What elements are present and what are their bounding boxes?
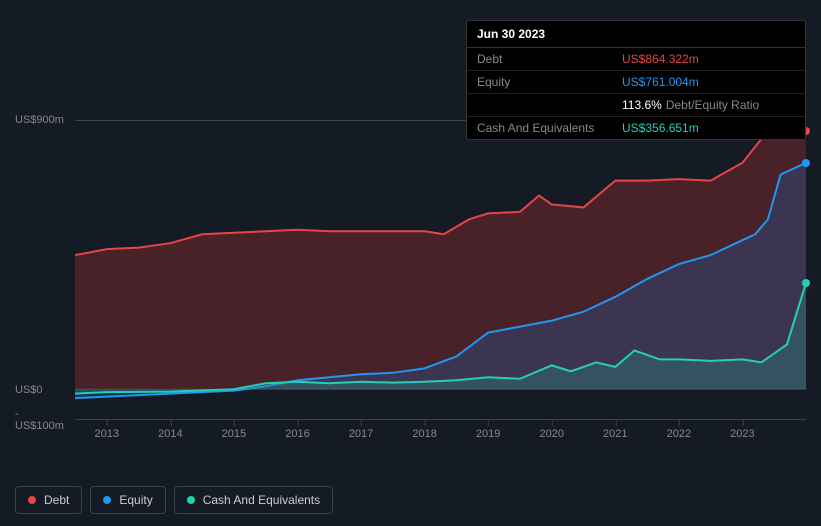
x-axis-tick: 2018 <box>412 428 436 440</box>
legend-item-equity[interactable]: Equity <box>90 486 165 514</box>
cash-end-marker <box>802 279 810 287</box>
x-axis-tick: 2015 <box>222 428 246 440</box>
x-axis-tick: 2017 <box>349 428 373 440</box>
y-axis-tick: US$900m <box>15 114 64 126</box>
x-axis-tick: 2022 <box>667 428 691 440</box>
x-axis-tick: 2019 <box>476 428 500 440</box>
cash-legend-dot <box>187 496 195 504</box>
x-axis-tick: 2021 <box>603 428 627 440</box>
tooltip-row-value: US$356.651m <box>622 121 699 135</box>
legend-label: Debt <box>44 493 69 507</box>
x-axis-tick: 2023 <box>730 428 754 440</box>
tooltip-row-value: US$761.004m <box>622 75 699 89</box>
x-axis-tick: 2014 <box>158 428 182 440</box>
tooltip-row-label: Equity <box>477 75 622 89</box>
tooltip-row: DebtUS$864.322m <box>467 48 805 71</box>
x-axis-labels: 2013 2014 2015 2016 2017 2018 2019 2020 2021 2022… <box>75 428 806 448</box>
chart-area: US$900mUS$0-US$100m <box>15 120 806 420</box>
tooltip-row-label <box>477 98 622 112</box>
tooltip-row: 113.6% Debt/Equity Ratio <box>467 94 805 117</box>
y-axis-tick: US$0 <box>15 384 43 396</box>
tooltip-date: Jun 30 2023 <box>467 21 805 48</box>
debt-legend-dot <box>28 496 36 504</box>
chart-plot[interactable] <box>75 120 806 420</box>
legend-item-cash[interactable]: Cash And Equivalents <box>174 486 333 514</box>
tooltip-row-value: US$864.322m <box>622 52 699 66</box>
legend-label: Equity <box>119 493 152 507</box>
x-axis-tick: 2016 <box>285 428 309 440</box>
chart-tooltip: Jun 30 2023 DebtUS$864.322mEquityUS$761.… <box>466 20 806 140</box>
x-axis-tick: 2020 <box>539 428 563 440</box>
tooltip-row: Cash And EquivalentsUS$356.651m <box>467 117 805 139</box>
tooltip-row-label: Cash And Equivalents <box>477 121 622 135</box>
tooltip-row-label: Debt <box>477 52 622 66</box>
tooltip-row-suffix: Debt/Equity Ratio <box>666 98 759 112</box>
tooltip-row: EquityUS$761.004m <box>467 71 805 94</box>
chart-legend: Debt Equity Cash And Equivalents <box>15 486 333 514</box>
y-axis-tick: -US$100m <box>15 408 64 432</box>
legend-item-debt[interactable]: Debt <box>15 486 82 514</box>
legend-label: Cash And Equivalents <box>203 493 320 507</box>
equity-end-marker <box>802 159 810 167</box>
tooltip-row-value: 113.6% <box>622 98 662 112</box>
x-axis-tick: 2013 <box>95 428 119 440</box>
equity-legend-dot <box>103 496 111 504</box>
